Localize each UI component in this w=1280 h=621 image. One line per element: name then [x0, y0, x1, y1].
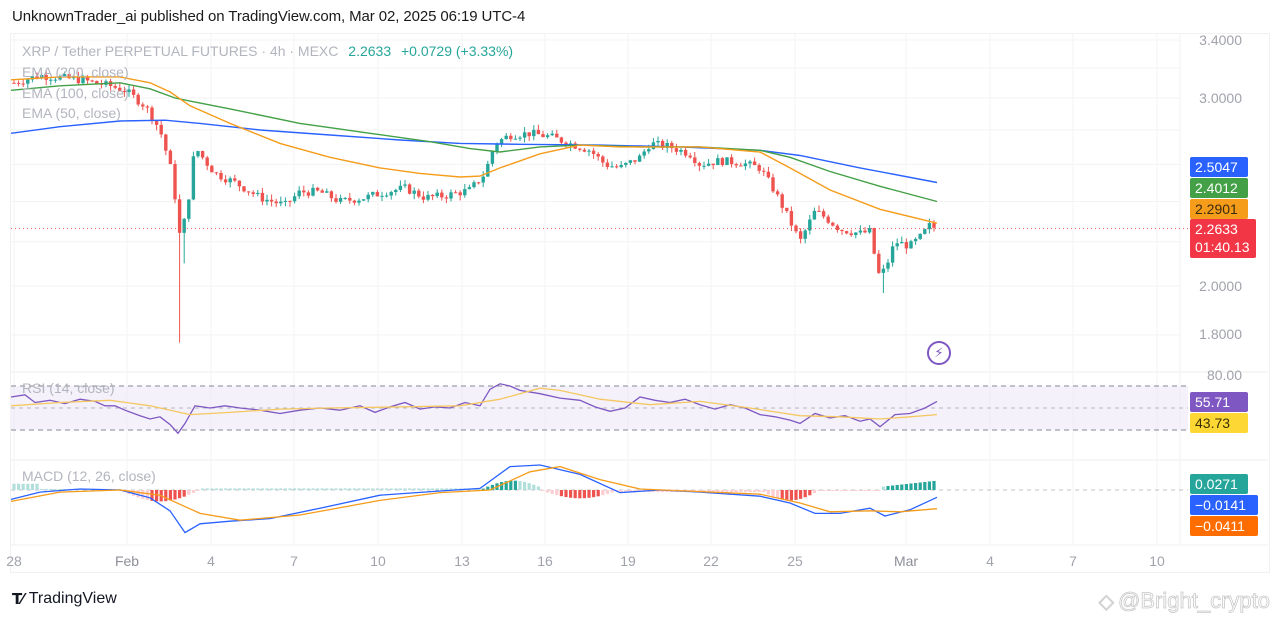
ema50-badge: 2.2901 — [1190, 199, 1248, 219]
time-label: Feb — [114, 553, 140, 569]
ema100-legend[interactable]: EMA (100, close) — [22, 85, 129, 101]
watermark-text: @Bright_crypto — [1118, 588, 1271, 614]
price-badge: 2.2633 01:40.13 — [1190, 219, 1256, 258]
price-tick-1.8: 1.8000 — [1199, 326, 1242, 342]
rsi-badge: 55.71 — [1190, 392, 1248, 412]
time-label: 4 — [986, 553, 994, 569]
time-label: 7 — [290, 553, 298, 569]
price-tick-3.0: 3.0000 — [1199, 90, 1242, 106]
time-label: 19 — [620, 553, 636, 569]
time-label: 10 — [370, 553, 386, 569]
time-label: 13 — [454, 553, 470, 569]
time-label: 16 — [537, 553, 553, 569]
time-label: 22 — [703, 553, 719, 569]
macd-legend[interactable]: MACD (12, 26, close) — [22, 468, 156, 484]
tradingview-logo[interactable]: T⁄ TradingView — [12, 590, 117, 608]
ema200-badge: 2.5047 — [1190, 157, 1248, 177]
ema100-badge: 2.4012 — [1190, 178, 1248, 198]
publisher-line: UnknownTrader_ai published on TradingVie… — [12, 8, 526, 25]
chart-frame — [10, 33, 1270, 573]
macd-histogram-badge: 0.0271 — [1190, 474, 1248, 494]
tv-logo-icon: T⁄ — [12, 590, 24, 608]
lightning-icon[interactable]: ⚡ — [927, 341, 951, 365]
rsi-legend[interactable]: RSI (14, close) — [22, 380, 115, 396]
ema50-legend[interactable]: EMA (50, close) — [22, 105, 121, 121]
symbol-legend: XRP / Tether PERPETUAL FUTURES · 4h · ME… — [22, 43, 513, 59]
binance-square-icon: ◇ — [1098, 590, 1115, 613]
time-label: 4 — [207, 553, 215, 569]
symbol-title: XRP / Tether PERPETUAL FUTURES · 4h · ME… — [22, 43, 339, 59]
price-change: +0.0729 (+3.33%) — [401, 43, 514, 59]
time-label: 25 — [787, 553, 803, 569]
bar-countdown: 01:40.13 — [1195, 239, 1250, 255]
rsi-tick-80: 80.00 — [1206, 367, 1242, 383]
tradingview-brand: TradingView — [28, 590, 117, 607]
time-label: Mar — [893, 553, 919, 569]
macd-signal-badge: −0.0411 — [1190, 516, 1258, 536]
price-tick-2.0: 2.0000 — [1199, 278, 1242, 294]
macd-badge: −0.0141 — [1190, 495, 1258, 515]
ema200-legend[interactable]: EMA (200, close) — [22, 64, 129, 80]
rsi-ma-badge: 43.73 — [1190, 413, 1248, 433]
watermark: ◇ @Bright_crypto — [1098, 588, 1271, 614]
time-label: 7 — [1069, 553, 1077, 569]
price-tick-3.4: 3.4000 — [1199, 32, 1242, 48]
last-price: 2.2633 — [348, 43, 392, 59]
price-badge-value: 2.2633 — [1195, 221, 1238, 237]
time-label: 28 — [6, 553, 22, 569]
time-label: 10 — [1149, 553, 1165, 569]
